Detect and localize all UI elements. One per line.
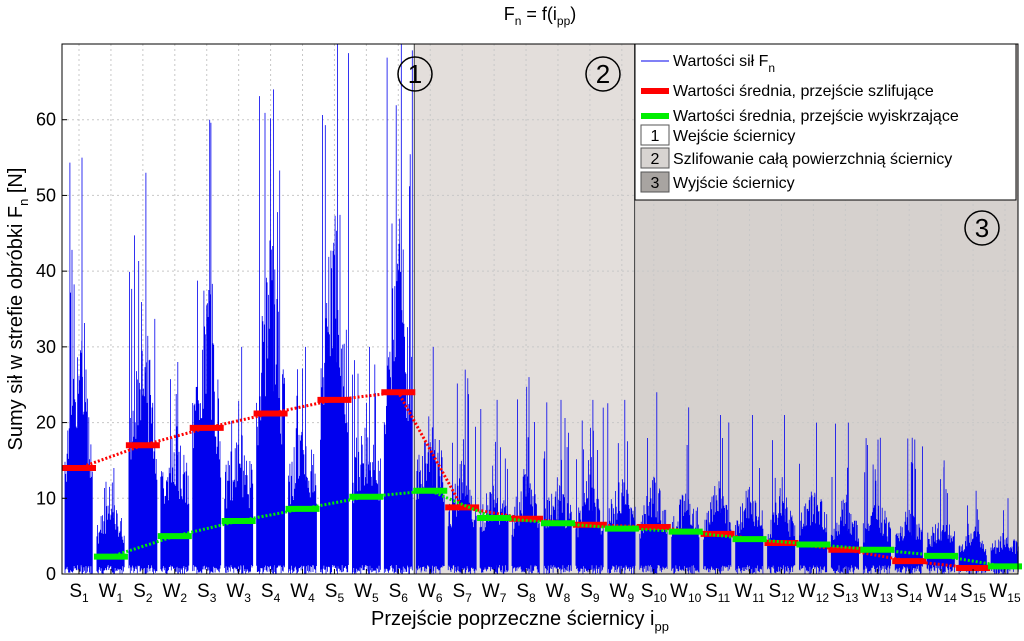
force-signal-burst <box>447 369 477 574</box>
x-tick-label: S6 <box>389 581 409 605</box>
x-tick-label: W6 <box>418 581 443 605</box>
x-tick-label: W2 <box>162 581 187 605</box>
force-signal-burst <box>64 157 93 574</box>
force-signal-burst <box>511 377 540 574</box>
x-tick-label: S12 <box>768 581 794 605</box>
chart-title: Fn = f(ipp) <box>504 4 577 28</box>
y-tick-label: 50 <box>36 185 56 205</box>
legend-entry-label: Wartości sił Fn <box>673 53 775 75</box>
x-tick-label: S13 <box>832 581 858 605</box>
x-tick-label: W15 <box>989 581 1021 605</box>
x-tick-label: S11 <box>705 581 730 605</box>
force-signal-burst <box>256 89 285 574</box>
legend-zone-swatch <box>640 171 670 193</box>
force-signal-burst <box>990 498 1019 574</box>
x-tick-label: W9 <box>610 581 635 605</box>
x-tick-label: S3 <box>197 581 217 605</box>
x-tick-label: W13 <box>862 581 894 605</box>
zone-number-circle <box>397 56 433 92</box>
x-tick-label: W10 <box>670 581 702 605</box>
legend-entry-label: Wartości średnia, przejście szlifujące <box>673 83 934 100</box>
zone-2-number-badge: 2 <box>585 56 621 92</box>
x-tick-label: S7 <box>452 581 472 605</box>
y-tick-label: 10 <box>36 488 56 508</box>
x-tick-label: S8 <box>516 581 536 605</box>
y-tick-label: 40 <box>36 261 56 281</box>
y-tick-label: 60 <box>36 110 56 130</box>
zone-number-circle <box>585 56 621 92</box>
legend-zone-number: 3 <box>651 175 660 192</box>
x-tick-label: W12 <box>798 581 830 605</box>
x-tick-label: S15 <box>960 581 986 605</box>
force-signal-burst <box>160 362 190 574</box>
x-tick-label: S5 <box>325 581 345 605</box>
legend-zone-label: Szlifowanie całą powierzchnią ściernicy <box>673 151 952 168</box>
force-signal-burst <box>799 422 828 574</box>
zone-number-label: 3 <box>975 213 989 243</box>
x-tick-label: W4 <box>290 581 315 605</box>
x-tick-label: S2 <box>133 581 153 605</box>
legend-box <box>634 43 1017 201</box>
force-signal-burst <box>958 490 987 574</box>
zone-number-label: 2 <box>596 59 610 89</box>
y-tick-label: 30 <box>36 337 56 357</box>
y-tick-label: 20 <box>36 413 56 433</box>
zone-1-number-badge: 1 <box>397 56 433 92</box>
x-tick-label: S10 <box>641 581 667 605</box>
x-tick-label: W7 <box>482 581 507 605</box>
force-signal-burst <box>383 44 413 574</box>
legend-zone-number: 2 <box>651 151 660 168</box>
legend-zone-label: Wejście ściernicy <box>673 128 795 145</box>
x-tick-label: S14 <box>896 581 922 605</box>
zone-number-label: 1 <box>408 59 422 89</box>
x-tick-label: W14 <box>925 581 957 605</box>
force-signal-burst <box>543 399 572 574</box>
x-tick-label: W3 <box>226 581 251 605</box>
force-signal-burst <box>288 346 317 574</box>
legend-zone-swatch <box>640 147 670 169</box>
x-tick-label: S1 <box>69 581 89 605</box>
x-axis-label: Przejście poprzeczne ściernicy ipp <box>371 608 669 634</box>
x-tick-label: W5 <box>354 581 379 605</box>
legend: Wartości sił Fn Wartości średnia, przejśc… <box>634 43 1017 201</box>
force-signal-burst <box>575 399 604 574</box>
y-axis-label: Sumy sił w strefie obróbki Fn [N] <box>5 168 31 451</box>
legend-zone-number: 1 <box>651 128 660 145</box>
x-tick-label: W1 <box>99 581 124 605</box>
plot-area-frame <box>61 43 1019 575</box>
zone-3-number-badge: 3 <box>964 210 1000 246</box>
legend-zone-label: Wyjście ściernicy <box>673 175 795 192</box>
x-tick-label: S9 <box>580 581 600 605</box>
x-tick-label: W11 <box>734 581 765 605</box>
legend-zone-swatch <box>640 124 670 146</box>
zone-number-circle <box>964 210 1000 246</box>
legend-entry-label: Wartości średnia, przejście wyiskrzające <box>673 108 959 125</box>
x-tick-label: W8 <box>546 581 571 605</box>
y-tick-label: 0 <box>46 564 56 584</box>
x-tick-label: S4 <box>261 581 281 605</box>
